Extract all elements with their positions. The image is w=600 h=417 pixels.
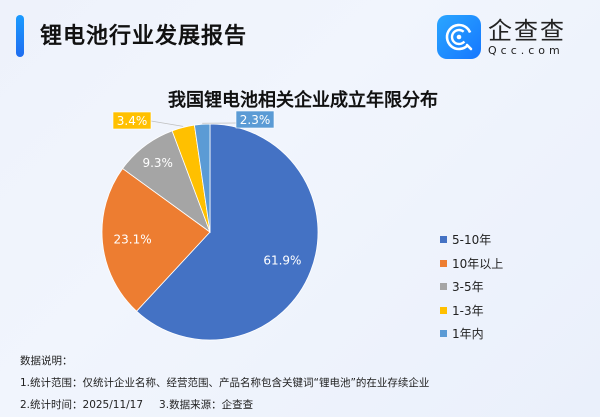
legend-swatch-icon [440, 330, 447, 338]
pie-data-label: 2.3% [240, 113, 271, 127]
legend-label: 1-3年 [452, 303, 484, 318]
legend-item: 10年以上 [440, 252, 503, 276]
callout-box [112, 111, 152, 130]
qcc-logo: 企查查 Qcc.com [437, 15, 566, 59]
legend-item: 3-5年 [440, 275, 503, 299]
pie-labels: 61.9% 23.1% 9.3% 3.4% 2.3% [114, 113, 302, 267]
notes-heading: 数据说明： [20, 355, 73, 367]
notes-scope: 1.统计范围：仅统计企业名称、经营范围、产品名称包含关键词“锂电池”的在业存续企… [20, 377, 430, 389]
notes-date: 2.统计时间：2025/11/17 [20, 399, 144, 411]
pie-callouts [112, 110, 275, 130]
pie-slice [101, 167, 211, 312]
callout-box [235, 110, 275, 129]
legend-item: 1年内 [440, 322, 503, 346]
data-notes: 数据说明： 1.统计范围：仅统计企业名称、经营范围、产品名称包含关键词“锂电池”… [20, 350, 429, 416]
legend-swatch-icon [440, 283, 447, 291]
chart-legend: 5-10年 10年以上 3-5年 1-3年 1年内 [440, 228, 503, 346]
legend-item: 1-3年 [440, 299, 503, 323]
pie-data-label: 23.1% [114, 233, 152, 247]
pie-data-label: 61.9% [263, 253, 301, 267]
notes-meta: 2.统计时间：2025/11/17 3.数据来源：企查查 [20, 394, 429, 416]
pie-data-label: 9.3% [142, 156, 173, 170]
legend-label: 10年以上 [452, 256, 504, 271]
pie-slice [193, 123, 211, 233]
callout-line [150, 120, 184, 127]
notes-source: 3.数据来源：企查查 [159, 399, 254, 411]
legend-swatch-icon [440, 259, 447, 267]
legend-label: 5-10年 [452, 233, 492, 248]
pie-data-label: 3.4% [117, 114, 148, 128]
logo-name-cn: 企查查 [488, 16, 566, 45]
legend-item: 5-10年 [440, 228, 503, 252]
pie-slice [135, 123, 319, 341]
qcc-logo-icon [437, 15, 481, 59]
chart-title: 我国锂电池相关企业成立年限分布 [168, 90, 438, 111]
pie-slices [101, 123, 319, 341]
header-accent-bar [16, 15, 24, 57]
logo-name-en: Qcc.com [488, 43, 564, 57]
legend-label: 3-5年 [452, 280, 484, 295]
legend-swatch-icon [440, 306, 447, 314]
report-title: 锂电池行业发展报告 [40, 24, 248, 49]
legend-swatch-icon [440, 236, 447, 244]
legend-label: 1年内 [452, 327, 484, 342]
